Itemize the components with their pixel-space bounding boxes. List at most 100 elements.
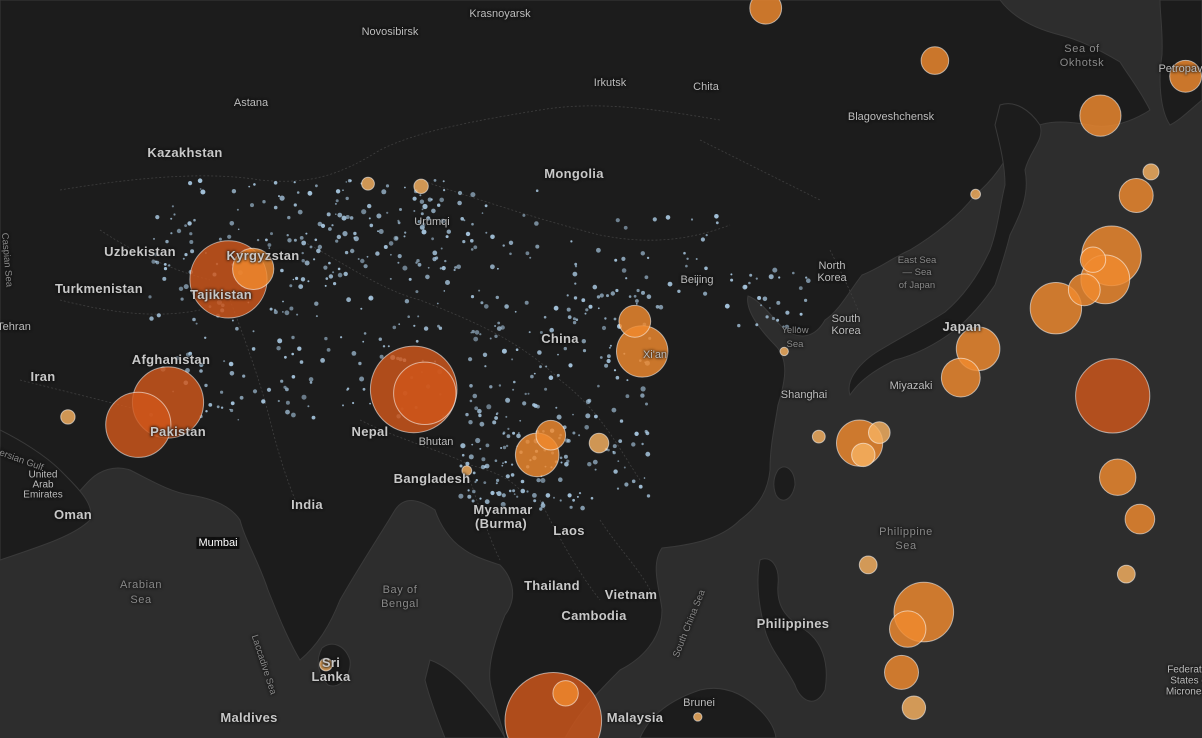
minor-quake-dot [677, 289, 681, 293]
minor-quake-dot [473, 336, 479, 342]
minor-quake-dot [471, 222, 474, 226]
earthquake-marker[interactable] [1029, 282, 1083, 335]
minor-quake-dot [534, 221, 539, 226]
earthquake-marker[interactable] [588, 432, 610, 454]
minor-quake-dot [199, 362, 204, 367]
minor-quake-dot [286, 234, 289, 237]
earthquake-marker[interactable] [1079, 246, 1107, 273]
earthquake-marker[interactable] [901, 695, 927, 720]
earthquake-marker[interactable] [232, 247, 275, 290]
minor-quake-dot [284, 355, 287, 359]
minor-quake-dot [199, 188, 202, 190]
minor-quake-dot [404, 299, 410, 304]
landmass-arabia [0, 429, 92, 561]
earthquake-marker[interactable] [693, 712, 703, 722]
earthquake-marker[interactable] [749, 0, 783, 25]
minor-quake-dot [385, 184, 390, 188]
earthquake-marker[interactable] [618, 304, 652, 338]
earthquake-marker[interactable] [1142, 163, 1160, 181]
earthquake-marker[interactable] [1099, 458, 1137, 496]
minor-quake-dot [443, 290, 446, 292]
earthquake-marker[interactable] [1075, 358, 1151, 434]
minor-quake-dot [641, 442, 644, 446]
earthquake-marker[interactable] [1116, 564, 1136, 584]
minor-quake-dot [510, 463, 514, 466]
minor-quake-dot [760, 304, 763, 307]
earthquake-marker[interactable] [361, 176, 375, 191]
minor-quake-dot [563, 454, 568, 459]
earthquake-marker[interactable] [535, 419, 567, 451]
minor-quake-dot [236, 208, 239, 211]
minor-quake-dot [187, 221, 192, 226]
minor-quake-dot [572, 317, 576, 321]
minor-quake-dot [495, 482, 498, 485]
earthquake-marker[interactable] [461, 465, 473, 477]
minor-quake-dot [631, 479, 636, 484]
minor-quake-dot [239, 395, 244, 400]
earthquake-marker[interactable] [1118, 178, 1154, 213]
minor-quake-dot [175, 356, 180, 361]
minor-quake-dot [472, 489, 476, 494]
minor-quake-dot [522, 401, 527, 406]
earthquake-marker[interactable] [779, 346, 789, 357]
minor-quake-dot [266, 387, 272, 392]
minor-quake-dot [316, 248, 321, 254]
earthquake-marker[interactable] [504, 672, 603, 738]
minor-quake-dot [349, 216, 354, 220]
minor-quake-dot [235, 326, 239, 331]
earthquake-marker[interactable] [1079, 94, 1122, 137]
earthquake-marker[interactable] [413, 178, 429, 195]
minor-quake-dot [425, 274, 430, 280]
earthquake-marker[interactable] [1124, 503, 1156, 535]
minor-quake-dot [606, 358, 611, 364]
earthquake-marker[interactable] [1169, 59, 1202, 93]
minor-quake-dot [301, 251, 304, 255]
earthquake-marker[interactable] [889, 610, 927, 648]
minor-quake-dot [216, 405, 220, 409]
earthquake-marker[interactable] [884, 654, 919, 690]
minor-quake-dot [162, 276, 167, 281]
minor-quake-dot [251, 347, 256, 351]
earthquake-marker[interactable] [60, 409, 76, 425]
earthquake-marker[interactable] [920, 46, 950, 75]
minor-quake-dot [426, 216, 431, 221]
earthquake-marker[interactable] [940, 357, 981, 398]
minor-quake-dot [341, 215, 347, 221]
minor-quake-dot [389, 277, 392, 280]
earthquake-marker[interactable] [851, 442, 876, 468]
minor-quake-dot [362, 340, 365, 343]
minor-quake-dot [308, 377, 314, 382]
minor-quake-dot [470, 248, 474, 251]
minor-quake-dot [292, 278, 295, 281]
minor-quake-dot [320, 223, 326, 228]
earthquake-marker[interactable] [970, 188, 981, 200]
minor-quake-dot [478, 289, 481, 292]
minor-quake-dot [482, 352, 488, 357]
minor-quake-dot [472, 393, 478, 399]
earthquake-marker[interactable] [393, 361, 457, 425]
minor-quake-dot [566, 459, 570, 463]
minor-quake-dot [468, 454, 474, 460]
minor-quake-dot [555, 406, 558, 409]
minor-quake-dot [417, 315, 420, 318]
earthquake-marker[interactable] [105, 391, 172, 458]
minor-quake-dot [328, 274, 334, 279]
minor-quake-dot [529, 256, 532, 259]
minor-quake-dot [417, 220, 421, 224]
minor-quake-dot [504, 460, 507, 464]
minor-quake-dot [496, 478, 500, 482]
earthquake-marker[interactable] [868, 421, 891, 444]
minor-quake-dot [443, 189, 446, 192]
minor-quake-dot [231, 319, 234, 322]
earthquake-marker[interactable] [319, 657, 333, 672]
earthquake-marker[interactable] [811, 429, 826, 444]
earthquake-marker[interactable] [1067, 273, 1101, 307]
landmass-philippines [757, 558, 827, 702]
earthquake-marker[interactable] [552, 680, 579, 707]
minor-quake-dot [431, 208, 436, 214]
earthquake-marker[interactable] [858, 555, 878, 575]
minor-quake-dot [505, 415, 508, 418]
minor-quake-dot [315, 184, 318, 188]
